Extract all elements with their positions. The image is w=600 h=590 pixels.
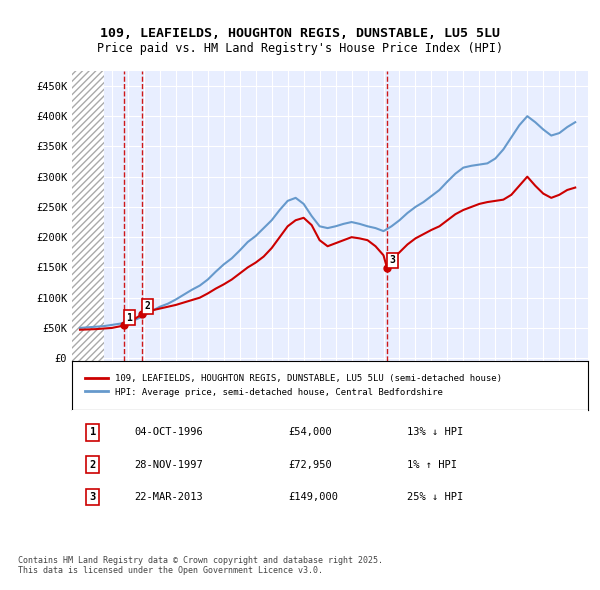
Text: 109, LEAFIELDS, HOUGHTON REGIS, DUNSTABLE, LU5 5LU: 109, LEAFIELDS, HOUGHTON REGIS, DUNSTABL…	[100, 27, 500, 40]
Text: 25% ↓ HPI: 25% ↓ HPI	[407, 491, 464, 502]
Text: 2: 2	[89, 460, 96, 470]
Text: £72,950: £72,950	[289, 460, 332, 470]
Text: Contains HM Land Registry data © Crown copyright and database right 2025.
This d: Contains HM Land Registry data © Crown c…	[18, 556, 383, 575]
Text: 1: 1	[89, 427, 96, 437]
Text: 1% ↑ HPI: 1% ↑ HPI	[407, 460, 457, 470]
Text: 13% ↓ HPI: 13% ↓ HPI	[407, 427, 464, 437]
Bar	[72, 71, 104, 361]
Text: 22-MAR-2013: 22-MAR-2013	[134, 491, 203, 502]
Text: 28-NOV-1997: 28-NOV-1997	[134, 460, 203, 470]
Text: 3: 3	[89, 491, 96, 502]
Text: 2: 2	[145, 301, 151, 311]
Text: 3: 3	[389, 255, 395, 265]
Text: £149,000: £149,000	[289, 491, 339, 502]
Legend: 109, LEAFIELDS, HOUGHTON REGIS, DUNSTABLE, LU5 5LU (semi-detached house), HPI: A: 109, LEAFIELDS, HOUGHTON REGIS, DUNSTABL…	[82, 371, 506, 400]
Text: 1: 1	[127, 313, 133, 323]
Text: Price paid vs. HM Land Registry's House Price Index (HPI): Price paid vs. HM Land Registry's House …	[97, 42, 503, 55]
Text: £54,000: £54,000	[289, 427, 332, 437]
Text: 04-OCT-1996: 04-OCT-1996	[134, 427, 203, 437]
